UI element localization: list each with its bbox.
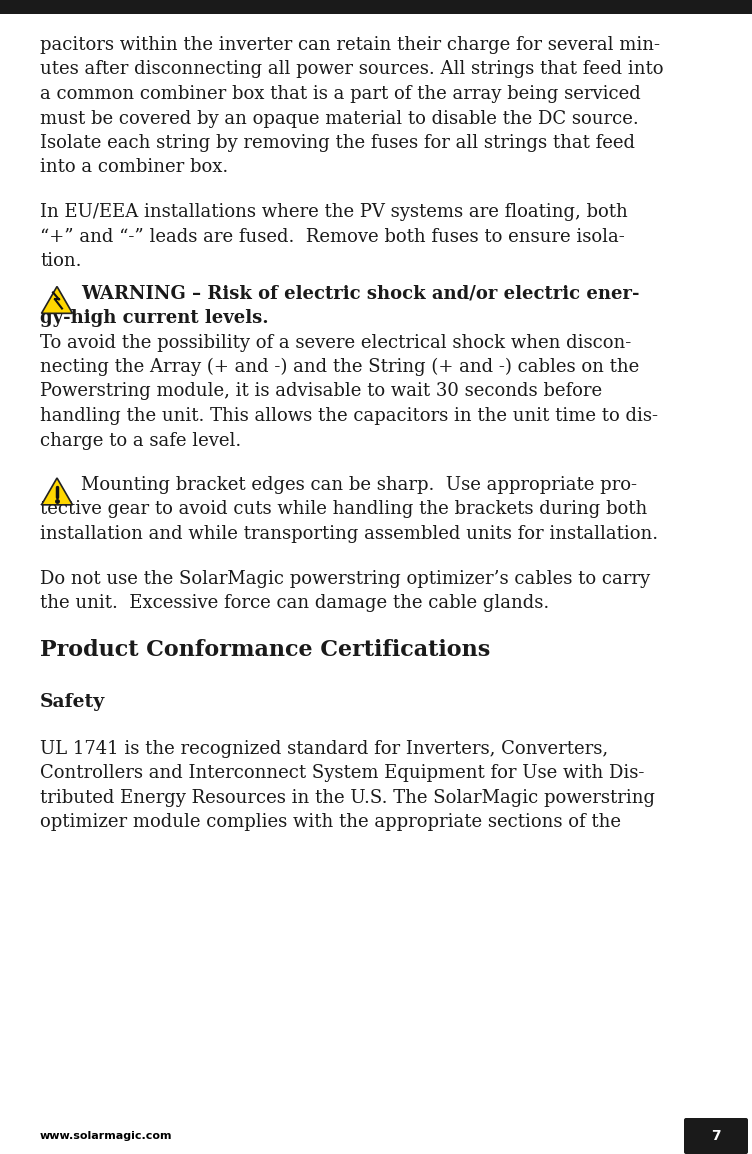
FancyBboxPatch shape <box>0 0 752 14</box>
FancyBboxPatch shape <box>0 1118 752 1154</box>
Text: pacitors within the inverter can retain their charge for several min-: pacitors within the inverter can retain … <box>40 36 660 54</box>
Polygon shape <box>41 286 72 314</box>
Text: Controllers and Interconnect System Equipment for Use with Dis-: Controllers and Interconnect System Equi… <box>40 764 644 782</box>
Text: utes after disconnecting all power sources. All strings that feed into: utes after disconnecting all power sourc… <box>40 60 663 78</box>
Text: “+” and “-” leads are fused.  Remove both fuses to ensure isola-: “+” and “-” leads are fused. Remove both… <box>40 227 625 246</box>
Text: the unit.  Excessive force can damage the cable glands.: the unit. Excessive force can damage the… <box>40 594 549 612</box>
Text: 7: 7 <box>711 1129 721 1142</box>
Text: tective gear to avoid cuts while handling the brackets during both: tective gear to avoid cuts while handlin… <box>40 501 647 518</box>
Text: necting the Array (+ and -) and the String (+ and -) cables on the: necting the Array (+ and -) and the Stri… <box>40 358 639 376</box>
Text: installation and while transporting assembled units for installation.: installation and while transporting asse… <box>40 525 658 544</box>
Text: optimizer module complies with the appropriate sections of the: optimizer module complies with the appro… <box>40 814 621 831</box>
Text: handling the unit. This allows the capacitors in the unit time to dis-: handling the unit. This allows the capac… <box>40 407 658 425</box>
Text: tion.: tion. <box>40 252 81 270</box>
Polygon shape <box>41 478 72 504</box>
Text: Product Conformance Certifications: Product Conformance Certifications <box>40 638 490 660</box>
Text: To avoid the possibility of a severe electrical shock when discon-: To avoid the possibility of a severe ele… <box>40 334 631 352</box>
Text: into a combiner box.: into a combiner box. <box>40 158 229 177</box>
Text: Isolate each string by removing the fuses for all strings that feed: Isolate each string by removing the fuse… <box>40 134 635 152</box>
Text: UL 1741 is the recognized standard for Inverters, Converters,: UL 1741 is the recognized standard for I… <box>40 740 608 758</box>
Text: charge to a safe level.: charge to a safe level. <box>40 432 241 450</box>
Text: gy-high current levels.: gy-high current levels. <box>40 309 268 327</box>
Text: a common combiner box that is a part of the array being serviced: a common combiner box that is a part of … <box>40 85 641 103</box>
Text: www.solarmagic.com: www.solarmagic.com <box>40 1131 172 1141</box>
Text: WARNING – Risk of electric shock and/or electric ener-: WARNING – Risk of electric shock and/or … <box>81 285 639 302</box>
Text: Powerstring module, it is advisable to wait 30 seconds before: Powerstring module, it is advisable to w… <box>40 382 602 400</box>
Text: Do not use the SolarMagic powerstring optimizer’s cables to carry: Do not use the SolarMagic powerstring op… <box>40 570 650 587</box>
Text: Safety: Safety <box>40 692 105 711</box>
Text: must be covered by an opaque material to disable the DC source.: must be covered by an opaque material to… <box>40 110 638 127</box>
FancyBboxPatch shape <box>684 1118 748 1154</box>
Text: Mounting bracket edges can be sharp.  Use appropriate pro-: Mounting bracket edges can be sharp. Use… <box>81 475 637 494</box>
Text: tributed Energy Resources in the U.S. The SolarMagic powerstring: tributed Energy Resources in the U.S. Th… <box>40 788 655 807</box>
Text: In EU/EEA installations where the PV systems are floating, both: In EU/EEA installations where the PV sys… <box>40 203 628 222</box>
